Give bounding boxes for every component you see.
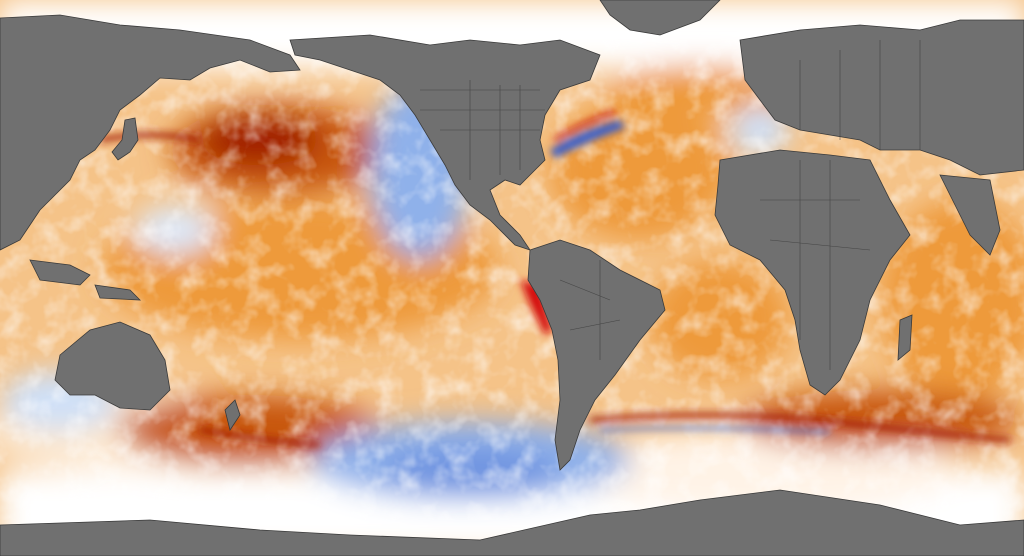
land-antarctica bbox=[0, 489, 1024, 556]
land-australia bbox=[54, 321, 171, 411]
country-borders bbox=[420, 40, 921, 370]
land-europe bbox=[739, 19, 1024, 176]
land-africa bbox=[714, 149, 911, 396]
land-new-zealand bbox=[224, 399, 241, 431]
land-asia bbox=[0, 14, 301, 251]
land-indonesia bbox=[29, 259, 142, 301]
land-greenland bbox=[599, 0, 721, 36]
land-japan bbox=[111, 117, 139, 161]
land-india bbox=[939, 174, 1001, 256]
land-south-america bbox=[527, 239, 666, 471]
land-north-america bbox=[289, 34, 601, 251]
anomaly-fronts bbox=[99, 110, 1011, 448]
land-madagascar bbox=[897, 314, 913, 361]
